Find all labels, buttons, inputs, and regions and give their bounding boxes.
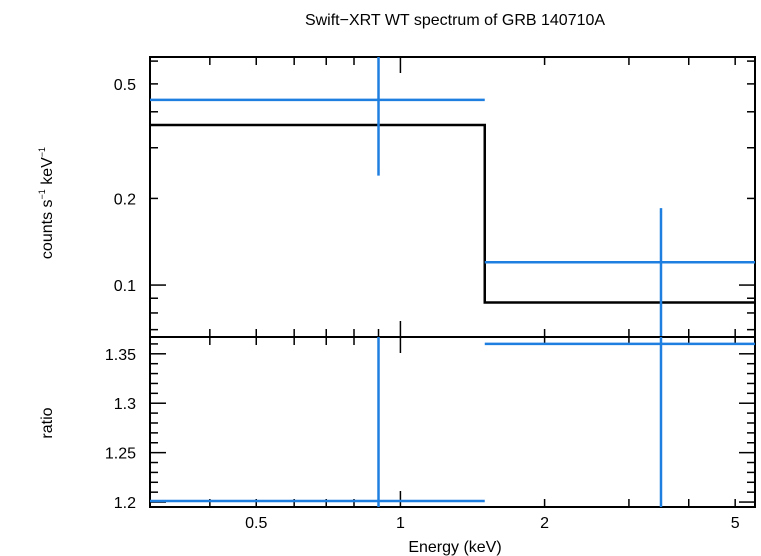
x-tick-label: 0.5 bbox=[245, 515, 267, 532]
y-tick-label: 1.35 bbox=[105, 347, 136, 364]
chart-title: Swift−XRT WT spectrum of GRB 140710A bbox=[305, 12, 605, 29]
x-tick-label: 5 bbox=[731, 515, 740, 532]
ratio-panel: 1.35 1.3 1.25 1.2 0.5 1 2 5 bbox=[105, 336, 756, 532]
ylabel-exp1: −1 bbox=[37, 189, 47, 199]
y-axis-label-ratio: ratio bbox=[39, 407, 56, 438]
y-tick-label: 1.2 bbox=[114, 495, 136, 512]
x-axis-label: Energy (keV) bbox=[408, 539, 501, 556]
x-tick-label: 1 bbox=[396, 515, 405, 532]
ylabel-mid: keV bbox=[39, 157, 56, 189]
y-tick-label: 0.2 bbox=[114, 191, 136, 208]
y-tick-label: 1.3 bbox=[114, 396, 136, 413]
x-tick-label: 2 bbox=[540, 515, 549, 532]
spectrum-panel: 0.5 0.2 0.1 bbox=[114, 56, 756, 338]
y-tick-label: 1.25 bbox=[105, 446, 136, 463]
plot-frame bbox=[149, 336, 756, 508]
model-step-line bbox=[150, 123, 755, 304]
ylabel-exp2: −1 bbox=[37, 147, 47, 157]
y-tick-label: 0.5 bbox=[114, 77, 136, 94]
ylabel-main: counts s bbox=[39, 199, 56, 259]
y-axis-label-spectrum: counts s−1 keV−1 bbox=[37, 147, 56, 259]
y-tick-label: 0.1 bbox=[114, 278, 136, 295]
